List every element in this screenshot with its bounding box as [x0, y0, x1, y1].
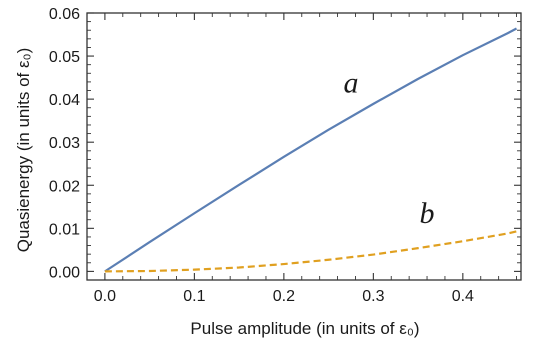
- x-axis-label: Pulse amplitude (in units of ε₀): [190, 319, 419, 338]
- y-axis-label: Quasienergy (in units of ε₀): [14, 48, 33, 253]
- annotation-group: ab: [343, 67, 434, 230]
- x-tick-label: 0.3: [362, 288, 384, 305]
- annotation-a: a: [343, 67, 358, 100]
- y-tick-label: 0.04: [49, 92, 80, 109]
- x-tick-label: 0.0: [94, 288, 116, 305]
- y-tick-label: 0.01: [49, 221, 80, 238]
- series-a-line: [104, 27, 518, 273]
- series-group: [104, 27, 518, 273]
- y-tick-label: 0.05: [49, 49, 80, 66]
- x-tick-label: 0.4: [452, 288, 474, 305]
- x-tick-label: 0.1: [183, 288, 205, 305]
- x-tick-label: 0.2: [273, 288, 295, 305]
- y-axis-ticks: 0.00 0.01 0.02 0.03 0.04 0.05 0.06: [49, 6, 521, 281]
- y-tick-label: 0.00: [49, 264, 80, 281]
- plot-frame: [86, 12, 522, 281]
- y-tick-label: 0.03: [49, 135, 80, 152]
- x-axis-ticks: 0.0 0.1 0.2 0.3 0.4: [86, 13, 517, 305]
- y-tick-label: 0.06: [49, 6, 80, 23]
- y-tick-label: 0.02: [49, 178, 80, 195]
- annotation-b: b: [420, 197, 435, 230]
- series-b-line: [104, 230, 517, 273]
